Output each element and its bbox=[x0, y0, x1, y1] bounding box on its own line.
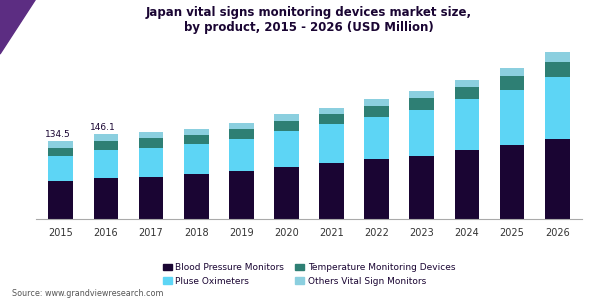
Bar bbox=[319, 114, 344, 124]
Bar bbox=[409, 110, 434, 156]
Bar bbox=[455, 80, 479, 87]
Bar bbox=[94, 151, 118, 178]
Bar bbox=[139, 138, 163, 148]
Bar bbox=[139, 148, 163, 177]
Bar bbox=[545, 140, 569, 219]
Bar bbox=[49, 148, 73, 156]
Bar bbox=[364, 117, 389, 159]
Bar bbox=[229, 139, 254, 171]
Bar bbox=[274, 167, 299, 219]
Bar bbox=[364, 99, 389, 106]
Bar bbox=[364, 106, 389, 117]
Text: 146.1: 146.1 bbox=[90, 123, 116, 132]
Bar bbox=[274, 131, 299, 167]
Title: Japan vital signs monitoring devices market size,
by product, 2015 - 2026 (USD M: Japan vital signs monitoring devices mar… bbox=[146, 6, 472, 34]
Bar bbox=[409, 98, 434, 110]
Bar bbox=[455, 151, 479, 219]
Bar bbox=[184, 144, 209, 174]
Bar bbox=[94, 134, 118, 141]
Bar bbox=[184, 135, 209, 144]
Bar bbox=[545, 77, 569, 140]
Bar bbox=[364, 159, 389, 219]
Bar bbox=[500, 68, 524, 76]
Text: 134.5: 134.5 bbox=[45, 130, 71, 139]
Bar bbox=[139, 177, 163, 219]
Bar bbox=[49, 156, 73, 181]
Bar bbox=[184, 129, 209, 135]
Bar bbox=[94, 178, 118, 219]
Bar bbox=[500, 76, 524, 90]
Bar bbox=[94, 141, 118, 151]
Bar bbox=[319, 124, 344, 163]
Bar bbox=[274, 115, 299, 121]
Bar bbox=[455, 99, 479, 151]
Bar bbox=[49, 181, 73, 219]
Polygon shape bbox=[0, 0, 39, 54]
Bar bbox=[229, 123, 254, 129]
Bar bbox=[184, 174, 209, 219]
Legend: Blood Pressure Monitors, Pluse Oximeters, Temperature Monitoring Devices, Others: Blood Pressure Monitors, Pluse Oximeters… bbox=[159, 260, 459, 289]
Bar bbox=[319, 163, 344, 219]
Bar bbox=[545, 61, 569, 77]
Bar bbox=[229, 171, 254, 219]
Bar bbox=[545, 52, 569, 62]
Bar bbox=[139, 133, 163, 138]
Text: Source: www.grandviewresearch.com: Source: www.grandviewresearch.com bbox=[12, 290, 163, 298]
Bar bbox=[49, 141, 73, 148]
Bar bbox=[229, 129, 254, 139]
Bar bbox=[319, 107, 344, 114]
Bar bbox=[500, 145, 524, 219]
Bar bbox=[455, 87, 479, 99]
Bar bbox=[274, 121, 299, 131]
Bar bbox=[409, 156, 434, 219]
Bar bbox=[409, 91, 434, 98]
Bar bbox=[500, 90, 524, 145]
